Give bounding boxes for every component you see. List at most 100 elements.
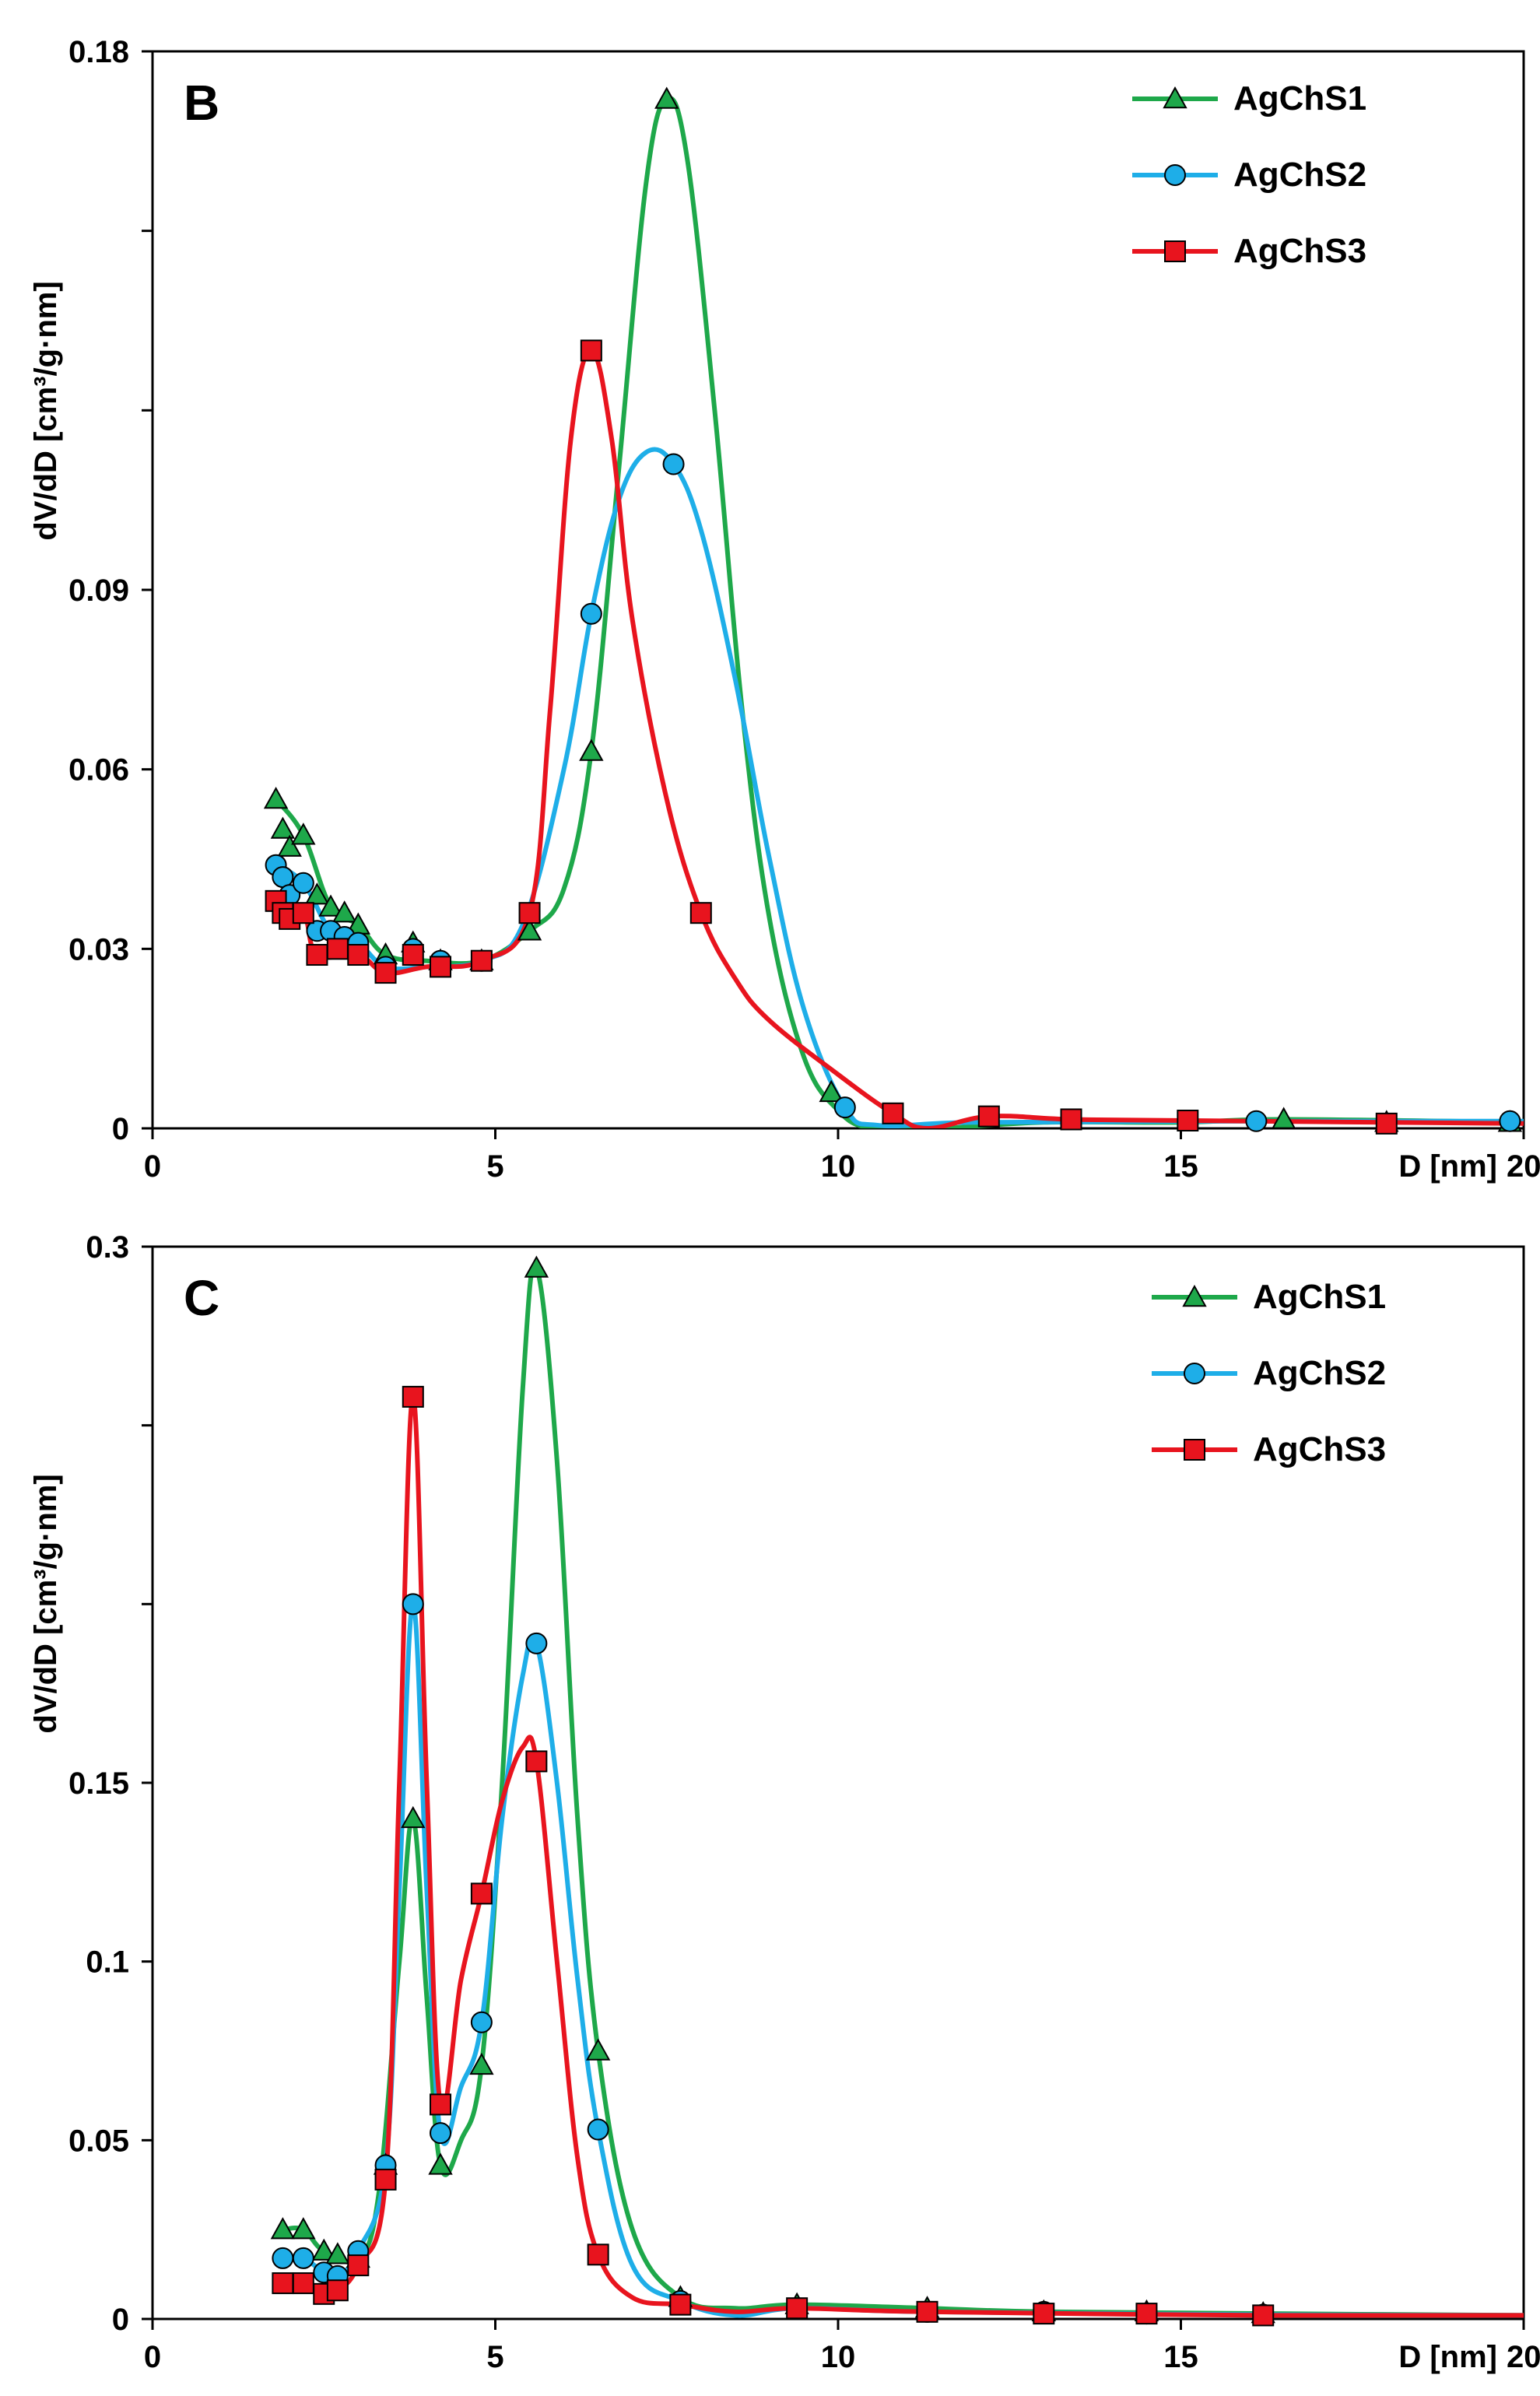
data-point bbox=[325, 2242, 350, 2264]
series-markers-agchs3 bbox=[272, 1385, 1275, 2327]
data-point bbox=[524, 1255, 549, 1278]
data-point bbox=[311, 2238, 336, 2261]
data-point bbox=[1163, 86, 1187, 109]
data-point bbox=[326, 938, 349, 960]
series-line-agchs2 bbox=[282, 1601, 1524, 2318]
y-tick-label: 0.06 bbox=[68, 753, 129, 788]
y-tick-label: 0.1 bbox=[86, 1945, 129, 1980]
data-point bbox=[517, 918, 542, 941]
data-point bbox=[580, 602, 602, 625]
data-point bbox=[1184, 1439, 1205, 1461]
panel-label: C bbox=[184, 1270, 219, 1326]
data-point bbox=[1499, 1110, 1521, 1132]
x-tick-label: 10 bbox=[821, 1149, 856, 1184]
y-tick-label: 0.05 bbox=[68, 2124, 129, 2158]
y-tick-label: 0.15 bbox=[68, 1766, 129, 1801]
data-point bbox=[402, 1593, 424, 1615]
data-point bbox=[401, 1805, 426, 1829]
y-axis-label: dV/dD [cm³/g·nm] bbox=[29, 281, 63, 540]
data-point bbox=[587, 2243, 609, 2266]
y-tick-label: 0 bbox=[112, 2303, 129, 2337]
data-point bbox=[819, 1079, 844, 1103]
y-tick-label: 0.3 bbox=[86, 1230, 129, 1265]
x-axis-label: D [nm] bbox=[1398, 1149, 1497, 1184]
x-axis-label: D [nm] bbox=[1398, 2340, 1497, 2374]
data-point bbox=[347, 944, 370, 966]
data-point bbox=[292, 902, 314, 924]
data-point bbox=[916, 2300, 938, 2323]
data-point bbox=[272, 2247, 294, 2269]
legend: AgChS1 AgChS2 AgChS3 bbox=[1132, 79, 1366, 270]
data-point bbox=[430, 2122, 452, 2145]
data-point bbox=[587, 2118, 609, 2141]
x-tick-label: 5 bbox=[486, 1149, 503, 1184]
y-tick-label: 0 bbox=[112, 1112, 129, 1146]
data-point bbox=[318, 894, 343, 917]
data-point bbox=[292, 2247, 314, 2269]
data-point bbox=[347, 2254, 370, 2277]
data-point bbox=[525, 1632, 548, 1654]
data-point bbox=[1164, 164, 1186, 186]
data-point bbox=[306, 944, 328, 966]
data-point bbox=[1375, 1112, 1398, 1135]
y-tick-label: 0.09 bbox=[68, 574, 129, 608]
x-tick-label: 10 bbox=[821, 2340, 856, 2374]
series-markers-agchs2 bbox=[265, 453, 1521, 1132]
data-point bbox=[1033, 2303, 1055, 2325]
data-point bbox=[1182, 1284, 1207, 1307]
chart-panel-c: 0 0.05 0.1 0.15 0.3 0 5 10 15 20 D [nm] dV/dD [cm³/… bbox=[29, 1230, 1540, 2374]
x-tick-label: 15 bbox=[1163, 2340, 1198, 2374]
y-tick-label: 0.18 bbox=[68, 35, 129, 69]
series-line-agchs2 bbox=[274, 447, 1524, 1128]
data-point bbox=[669, 2293, 692, 2316]
legend-label: AgChS1 bbox=[1253, 1278, 1386, 1316]
plot-frame bbox=[151, 1245, 1525, 2321]
series-line-agchs3 bbox=[275, 348, 1524, 1128]
data-point bbox=[585, 2038, 611, 2061]
data-point bbox=[402, 944, 424, 966]
data-point bbox=[270, 2217, 296, 2240]
legend-label: AgChS2 bbox=[1253, 1354, 1386, 1392]
plot-frame bbox=[151, 50, 1525, 1130]
data-point bbox=[402, 1385, 424, 1408]
data-point bbox=[277, 834, 302, 857]
data-point bbox=[580, 339, 602, 362]
legend-label: AgChS1 bbox=[1233, 79, 1366, 118]
series-line-agchs3 bbox=[282, 1394, 1524, 2318]
panel-label: B bbox=[184, 75, 219, 131]
x-tick-label: 20 bbox=[1507, 2340, 1540, 2374]
data-point bbox=[1060, 1108, 1082, 1131]
x-tick-label: 15 bbox=[1163, 1149, 1198, 1184]
data-point bbox=[525, 1750, 548, 1773]
data-point bbox=[1177, 1110, 1199, 1132]
data-point bbox=[579, 738, 604, 761]
data-point bbox=[1164, 240, 1186, 262]
data-point bbox=[882, 1102, 904, 1124]
data-point bbox=[272, 2272, 294, 2295]
data-point bbox=[291, 823, 316, 845]
x-tick-label: 0 bbox=[144, 2340, 161, 2374]
series-markers-agchs1 bbox=[263, 86, 1523, 1132]
data-point bbox=[332, 900, 357, 923]
data-point bbox=[430, 956, 452, 978]
data-point bbox=[470, 2011, 493, 2033]
y-axis-label: dV/dD [cm³/g·nm] bbox=[29, 1474, 63, 1733]
data-point bbox=[977, 1105, 1000, 1128]
data-point bbox=[1135, 2303, 1158, 2325]
legend-label: AgChS2 bbox=[1233, 156, 1366, 194]
data-point bbox=[689, 902, 712, 924]
data-point bbox=[304, 882, 330, 905]
data-point bbox=[1184, 1363, 1205, 1384]
data-point bbox=[270, 816, 296, 839]
data-point bbox=[518, 902, 541, 924]
chart-panel-b: 0 0.03 0.06 0.09 0.18 0 5 10 15 20 D [nm] dV/dD [cm… bbox=[29, 35, 1540, 1184]
data-point bbox=[786, 2297, 809, 2320]
series-markers-agchs3 bbox=[265, 339, 1398, 1135]
data-point bbox=[1252, 2304, 1275, 2327]
data-point bbox=[833, 1096, 856, 1119]
data-point bbox=[326, 2279, 349, 2302]
data-point bbox=[430, 2093, 452, 2116]
data-point bbox=[428, 2152, 453, 2175]
x-tick-label: 5 bbox=[486, 2340, 503, 2374]
